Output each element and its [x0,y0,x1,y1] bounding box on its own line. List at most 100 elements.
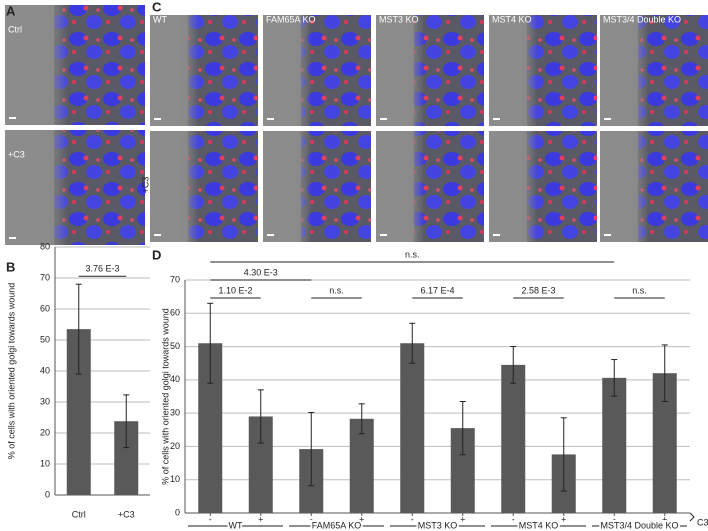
panel-label: A [6,3,16,18]
group-label: WT [229,520,243,530]
y-tick-label: 0 [175,507,180,517]
y-tick-label: 60 [40,303,50,313]
micrographs [5,5,708,245]
x-tick-label: + [662,514,667,524]
y-tick-label: 70 [40,272,50,282]
column-label: FAM65A KO [266,14,316,24]
scale-bar [604,234,611,236]
wound-edge [632,131,649,242]
column-label: MST4 KO [492,14,532,24]
y-tick-label: 70 [170,274,180,284]
significance-label: 1.10 E-2 [218,285,252,295]
cell-area [54,5,145,125]
y-tick-label: 40 [170,374,180,384]
wound-edge [632,15,649,126]
group-label: MST4 KO [519,520,559,530]
significance-label: 4.30 E-3 [244,267,278,277]
wound-edge [408,15,425,126]
group-label: MST3 KO [418,520,458,530]
significance-label: 3.76 E-3 [85,264,119,274]
y-tick-label: 80 [40,241,50,251]
wound-edge [182,131,199,242]
panel-label: D [152,247,161,262]
y-tick-label: 50 [40,334,50,344]
scale-bar [154,118,161,120]
column-label: MST3/4 Double KO [603,14,681,24]
significance-label: 6.17 E-4 [420,285,454,295]
cell-area [54,130,145,245]
cell-area [300,15,371,126]
y-tick-label: 40 [40,365,50,375]
y-tick-label: 0 [45,489,50,499]
x-tick-label: - [512,514,515,524]
group-label: MST3/4 Double KO [600,520,678,530]
cell-area [300,131,371,242]
column-label: WT [153,14,167,24]
wound-edge [408,131,425,242]
cell-area [413,15,484,126]
x-tick-label: + [561,514,566,524]
y-tick-label: 20 [40,427,50,437]
cell-area [187,131,258,242]
y-tick-label: 20 [170,441,180,451]
row-label: +C3 [140,177,150,194]
scale-bar [267,118,274,120]
x-axis-label: C3 [697,517,708,527]
scale-bar [493,234,500,236]
scale-bar [154,234,161,236]
significance-label: n.s. [632,285,647,295]
scale-bar [380,234,387,236]
cell-area [526,15,597,126]
scale-bar [9,237,16,239]
image-label: +C3 [8,149,25,159]
wound-edge [47,130,68,245]
cell-area [637,131,708,242]
x-tick-label: +C3 [118,509,135,519]
bar [349,418,374,513]
cell-area [526,131,597,242]
cell-area [413,131,484,242]
column-label: MST3 KO [379,14,419,24]
wound-edge [182,15,199,126]
scale-bar [604,118,611,120]
wound-edge [521,15,538,126]
y-tick-label: 50 [170,341,180,351]
wound-edge [295,131,312,242]
y-tick-label: 30 [170,408,180,418]
cell-area [187,15,258,126]
x-tick-label: - [411,514,414,524]
bar [602,377,627,513]
y-tick-label: 10 [40,458,50,468]
y-tick-label: 10 [170,474,180,484]
scale-bar [9,117,16,119]
x-tick-label: - [209,514,212,524]
scale-bar [493,118,500,120]
significance-label: n.s. [329,285,344,295]
x-tick-label: + [460,514,465,524]
x-tick-label: + [359,514,364,524]
y-axis-label: % of cells with oriented golgi towards w… [6,283,16,460]
wound-edge [47,5,68,125]
wound-edge [521,131,538,242]
x-tick-label: + [258,514,263,524]
wound-edge [295,15,312,126]
bar [501,364,526,513]
group-label: FAM65A KO [312,520,362,530]
axis-end [689,512,695,522]
panel-label: B [6,259,15,274]
y-tick-label: 30 [40,396,50,406]
x-tick-label: Ctrl [72,509,86,519]
bar [400,343,425,513]
x-tick-label: - [613,514,616,524]
scale-bar [380,118,387,120]
panel-label: C [152,0,162,14]
cell-area [637,15,708,126]
significance-label: n.s. [405,249,420,259]
x-tick-label: - [310,514,313,524]
image-label: Ctrl [8,24,22,34]
scale-bar [267,234,274,236]
significance-label: 2.58 E-3 [521,285,555,295]
y-tick-label: 60 [170,308,180,318]
y-axis-label: % of cells with oriented golgi towards w… [160,308,170,485]
